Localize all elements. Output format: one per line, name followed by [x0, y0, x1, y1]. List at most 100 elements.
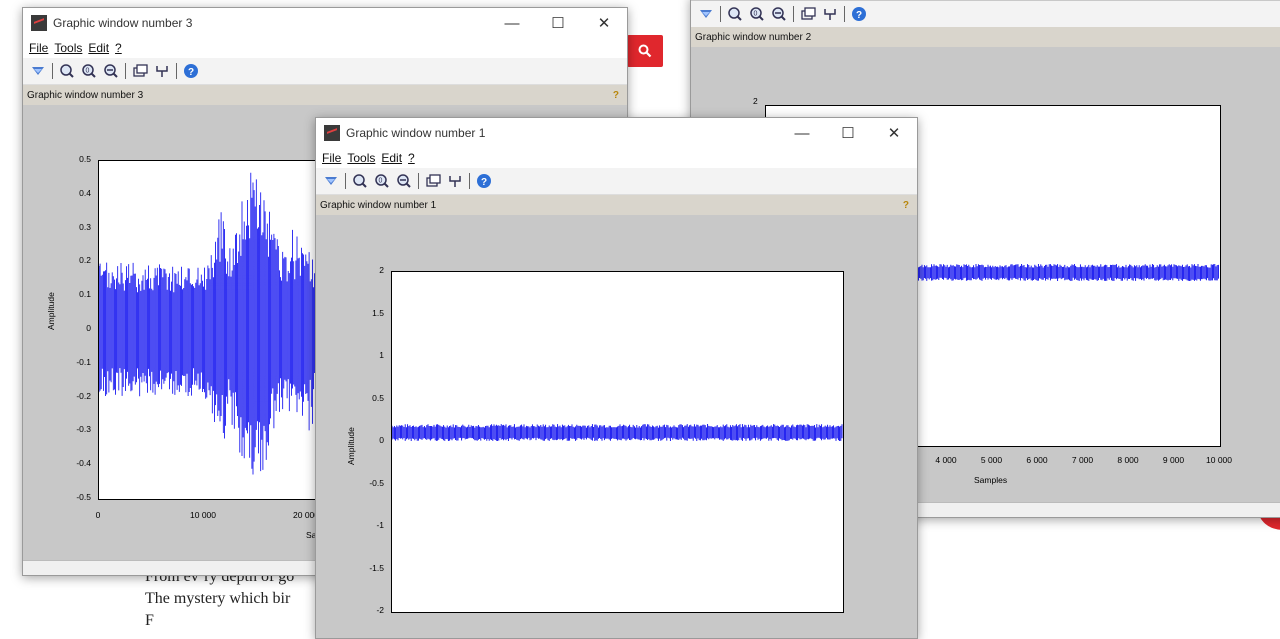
x-tick-label: 5 000	[980, 455, 1003, 465]
new-window-icon[interactable]	[131, 62, 149, 80]
y-tick-label: 2	[379, 265, 384, 275]
y-tick-label: 0.1	[79, 289, 91, 300]
new-window-icon[interactable]	[799, 5, 817, 23]
rotate-icon[interactable]	[29, 62, 47, 80]
scilab-app-icon	[324, 125, 340, 141]
toolbar: 0 ?	[316, 168, 917, 195]
x-tick-label: 8 000	[1117, 455, 1139, 465]
info-bar: Graphic window number 1 ?	[316, 195, 917, 215]
y-tick-label: -2	[376, 605, 384, 615]
rotate-icon[interactable]	[322, 172, 340, 190]
x-tick-label: 9 000	[1162, 455, 1185, 465]
graphic-window-1[interactable]: Graphic window number 1 — ☐ ✕ File Tools…	[315, 117, 918, 639]
signal-trace-1	[392, 424, 843, 441]
info-help-mark[interactable]: ?	[902, 199, 909, 211]
signal-line	[916, 264, 1219, 281]
info-help-mark[interactable]: ?	[612, 89, 619, 101]
window-title: Graphic window number 1	[346, 126, 486, 140]
zoom-in-icon[interactable]	[351, 172, 369, 190]
menu-bar: File Tools Edit ?	[23, 38, 627, 58]
close-button[interactable]: ✕	[597, 15, 611, 32]
help-icon[interactable]: ?	[850, 5, 868, 23]
svg-text:?: ?	[856, 10, 862, 21]
y-tick-label: 0	[379, 435, 384, 445]
y-tick-label: -1	[376, 520, 384, 530]
menu-help[interactable]: ?	[408, 151, 415, 165]
y-tick-label: 0.4	[79, 187, 91, 198]
zoom-out-icon[interactable]	[102, 62, 120, 80]
menu-file[interactable]: File	[29, 41, 49, 55]
svg-text:0: 0	[86, 68, 90, 75]
info-bar: Graphic window number 2	[691, 27, 1280, 47]
zoom-fit-icon[interactable]: 0	[748, 5, 766, 23]
x-axis-label: Sa	[306, 530, 317, 540]
y-tick-label: 2	[753, 96, 758, 106]
y-tick-label: -0.3	[76, 424, 91, 435]
x-tick-label: 20 000	[293, 510, 319, 520]
x-tick-label: 10 000	[1206, 455, 1232, 465]
toolbar: 0 ?	[23, 58, 627, 85]
y-tick-label: -0.1	[76, 356, 91, 367]
window-info-label: Graphic window number 2	[695, 31, 812, 43]
zoom-fit-icon[interactable]: 0	[80, 62, 98, 80]
y-tick-label: 1	[379, 350, 384, 360]
x-tick-label: 6 000	[1026, 455, 1048, 465]
maximize-button[interactable]: ☐	[841, 125, 855, 142]
x-tick-label: 7 000	[1071, 455, 1094, 465]
poem-line-2: The mystery which bir	[145, 590, 291, 607]
menu-edit[interactable]: Edit	[88, 41, 110, 55]
y-tick-label: 0.5	[372, 392, 384, 403]
help-icon[interactable]: ?	[182, 62, 200, 80]
rotate-icon[interactable]	[697, 5, 715, 23]
datatip-icon[interactable]	[446, 172, 464, 190]
info-bar: Graphic window number 3 ?	[23, 85, 627, 105]
window-info-label: Graphic window number 1	[320, 199, 437, 211]
search-icon	[638, 44, 652, 58]
y-tick-label: 0	[86, 323, 91, 333]
poem-line-3: F	[145, 612, 154, 629]
minimize-button[interactable]: —	[504, 14, 520, 32]
y-tick-label: 0.3	[79, 221, 91, 232]
scilab-app-icon	[31, 15, 47, 31]
y-axis-label: Amplitude	[46, 292, 56, 330]
zoom-out-icon[interactable]	[770, 5, 788, 23]
y-tick-label: -0.2	[76, 390, 91, 401]
menu-bar: File Tools Edit ?	[316, 148, 917, 168]
datatip-icon[interactable]	[821, 5, 839, 23]
zoom-out-icon[interactable]	[395, 172, 413, 190]
plot-area	[391, 271, 844, 613]
datatip-icon[interactable]	[153, 62, 171, 80]
zoom-fit-icon[interactable]: 0	[373, 172, 391, 190]
menu-file[interactable]: File	[322, 151, 342, 165]
menu-tools[interactable]: Tools	[54, 41, 83, 55]
title-bar: Graphic window number 3 — ☐ ✕	[23, 8, 627, 38]
svg-text:?: ?	[188, 67, 194, 78]
svg-text:0: 0	[379, 178, 383, 185]
menu-edit[interactable]: Edit	[381, 151, 403, 165]
x-tick-label: 0	[95, 510, 101, 520]
minimize-button[interactable]: —	[794, 124, 810, 142]
signal-trace-2	[916, 264, 1219, 281]
y-tick-label: 0.2	[79, 255, 91, 266]
search-button[interactable]	[627, 35, 663, 67]
close-button[interactable]: ✕	[887, 125, 901, 142]
zoom-in-icon[interactable]	[726, 5, 744, 23]
y-axis-label: Amplitude	[346, 427, 356, 465]
menu-tools[interactable]: Tools	[347, 151, 376, 165]
y-tick-label: -0.5	[369, 477, 384, 488]
y-tick-label: 0.5	[79, 154, 91, 164]
svg-text:?: ?	[481, 177, 487, 188]
window-info-label: Graphic window number 3	[27, 89, 144, 101]
y-tick-label: -1.5	[369, 562, 384, 573]
y-tick-label: -0.4	[76, 458, 91, 469]
toolbar: 0 ?	[691, 1, 1280, 28]
x-axis-label: Samples	[974, 475, 1008, 485]
menu-help[interactable]: ?	[115, 41, 122, 55]
signal-line	[392, 424, 843, 441]
x-tick-label: 10 000	[190, 510, 216, 520]
maximize-button[interactable]: ☐	[551, 15, 565, 32]
window-title: Graphic window number 3	[53, 16, 193, 30]
new-window-icon[interactable]	[424, 172, 442, 190]
zoom-in-icon[interactable]	[58, 62, 76, 80]
help-icon[interactable]: ?	[475, 172, 493, 190]
